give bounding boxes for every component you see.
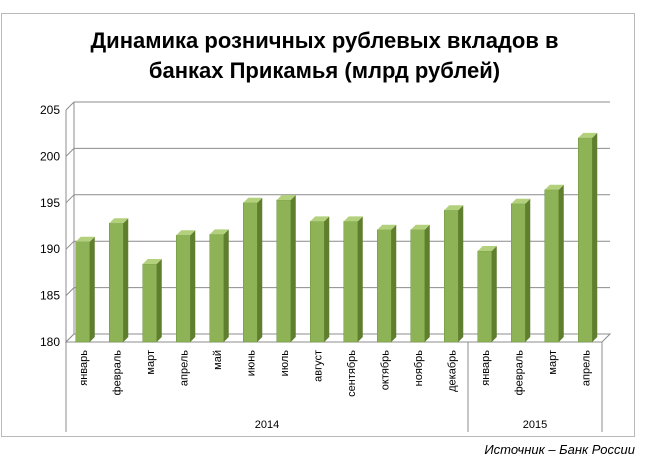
x-tick-label: декабрь <box>446 350 458 392</box>
bar-side <box>324 216 330 342</box>
bar-top <box>276 195 296 201</box>
bar-top <box>377 224 397 230</box>
x-tick-label: май <box>212 350 224 370</box>
bar-top <box>578 132 598 138</box>
bar-top <box>109 218 129 224</box>
bar-side <box>223 229 229 342</box>
bar-side <box>491 246 497 342</box>
bar <box>75 241 90 343</box>
x-tick-label: ноябрь <box>413 350 425 387</box>
bar-top <box>444 205 464 211</box>
bar-top <box>310 216 330 222</box>
group-label: 2015 <box>523 419 547 431</box>
bar <box>209 234 224 343</box>
bar-side <box>290 195 296 342</box>
bar <box>343 221 358 343</box>
bar-top <box>477 246 497 252</box>
y-tick-label: 195 <box>40 196 60 210</box>
bar-side <box>558 184 564 342</box>
bar-top <box>209 229 229 235</box>
gridline-side <box>65 148 75 157</box>
bar <box>243 202 258 343</box>
bar <box>477 250 492 343</box>
bar-side <box>525 198 531 342</box>
x-tick-label: август <box>312 350 324 382</box>
x-tick-label: март <box>547 350 559 375</box>
bar-side <box>424 224 430 342</box>
bar-side <box>123 218 129 342</box>
x-tick-label: сентябрь <box>346 350 358 397</box>
bar <box>142 263 157 343</box>
gridline-side <box>65 287 75 296</box>
bar-top <box>410 224 430 230</box>
bar-top <box>176 230 196 236</box>
x-tick-label: июль <box>279 350 291 377</box>
x-tick-label: февраль <box>111 350 123 396</box>
x-tick-label: февраль <box>513 350 525 396</box>
x-tick-label: январь <box>480 350 492 386</box>
bar <box>310 221 325 343</box>
gridline-side <box>65 194 75 204</box>
x-tick-label: март <box>145 350 157 375</box>
bar <box>276 199 291 343</box>
bar-top <box>243 197 263 203</box>
bar-top <box>142 259 162 265</box>
y-tick-label: 180 <box>40 335 60 349</box>
y-tick-label: 190 <box>40 242 60 256</box>
chart-title: Динамика розничных рублевых вкладов в ба… <box>0 26 649 86</box>
gridline-side <box>65 101 75 111</box>
bar <box>410 229 425 343</box>
bar-side <box>357 216 363 342</box>
y-tick-label: 205 <box>40 103 60 117</box>
group-label: 2014 <box>255 419 279 431</box>
bar-side <box>156 259 162 342</box>
x-tick-label: январь <box>78 350 90 386</box>
bar <box>578 137 593 343</box>
bar <box>511 203 526 343</box>
x-tick-label: апрель <box>580 350 592 386</box>
source-note: Источник – Банк России <box>484 442 635 457</box>
bar <box>176 235 191 343</box>
bar <box>444 209 459 343</box>
bar-top <box>343 216 363 222</box>
bar-side <box>592 132 598 342</box>
bar-top <box>75 236 95 242</box>
gridline-side <box>65 240 75 250</box>
chart-title-line-1: Динамика розничных рублевых вкладов в <box>90 28 559 53</box>
x-tick-label: апрель <box>178 350 190 386</box>
bar <box>109 222 124 343</box>
bar-side <box>257 197 263 342</box>
y-tick-label: 200 <box>40 149 60 163</box>
bar-side <box>190 230 196 342</box>
x-tick-label: июнь <box>245 350 257 376</box>
bar-side <box>391 224 397 342</box>
chart-title-line-2: банках Прикамья (млрд рублей) <box>148 58 501 83</box>
bar <box>544 189 559 343</box>
bar <box>377 229 392 343</box>
bar-top <box>544 184 564 190</box>
x-tick-label: октябрь <box>379 350 391 390</box>
bar-side <box>89 236 95 342</box>
y-tick-label: 185 <box>40 289 60 303</box>
bar-side <box>458 205 464 342</box>
bar-top <box>511 198 531 204</box>
